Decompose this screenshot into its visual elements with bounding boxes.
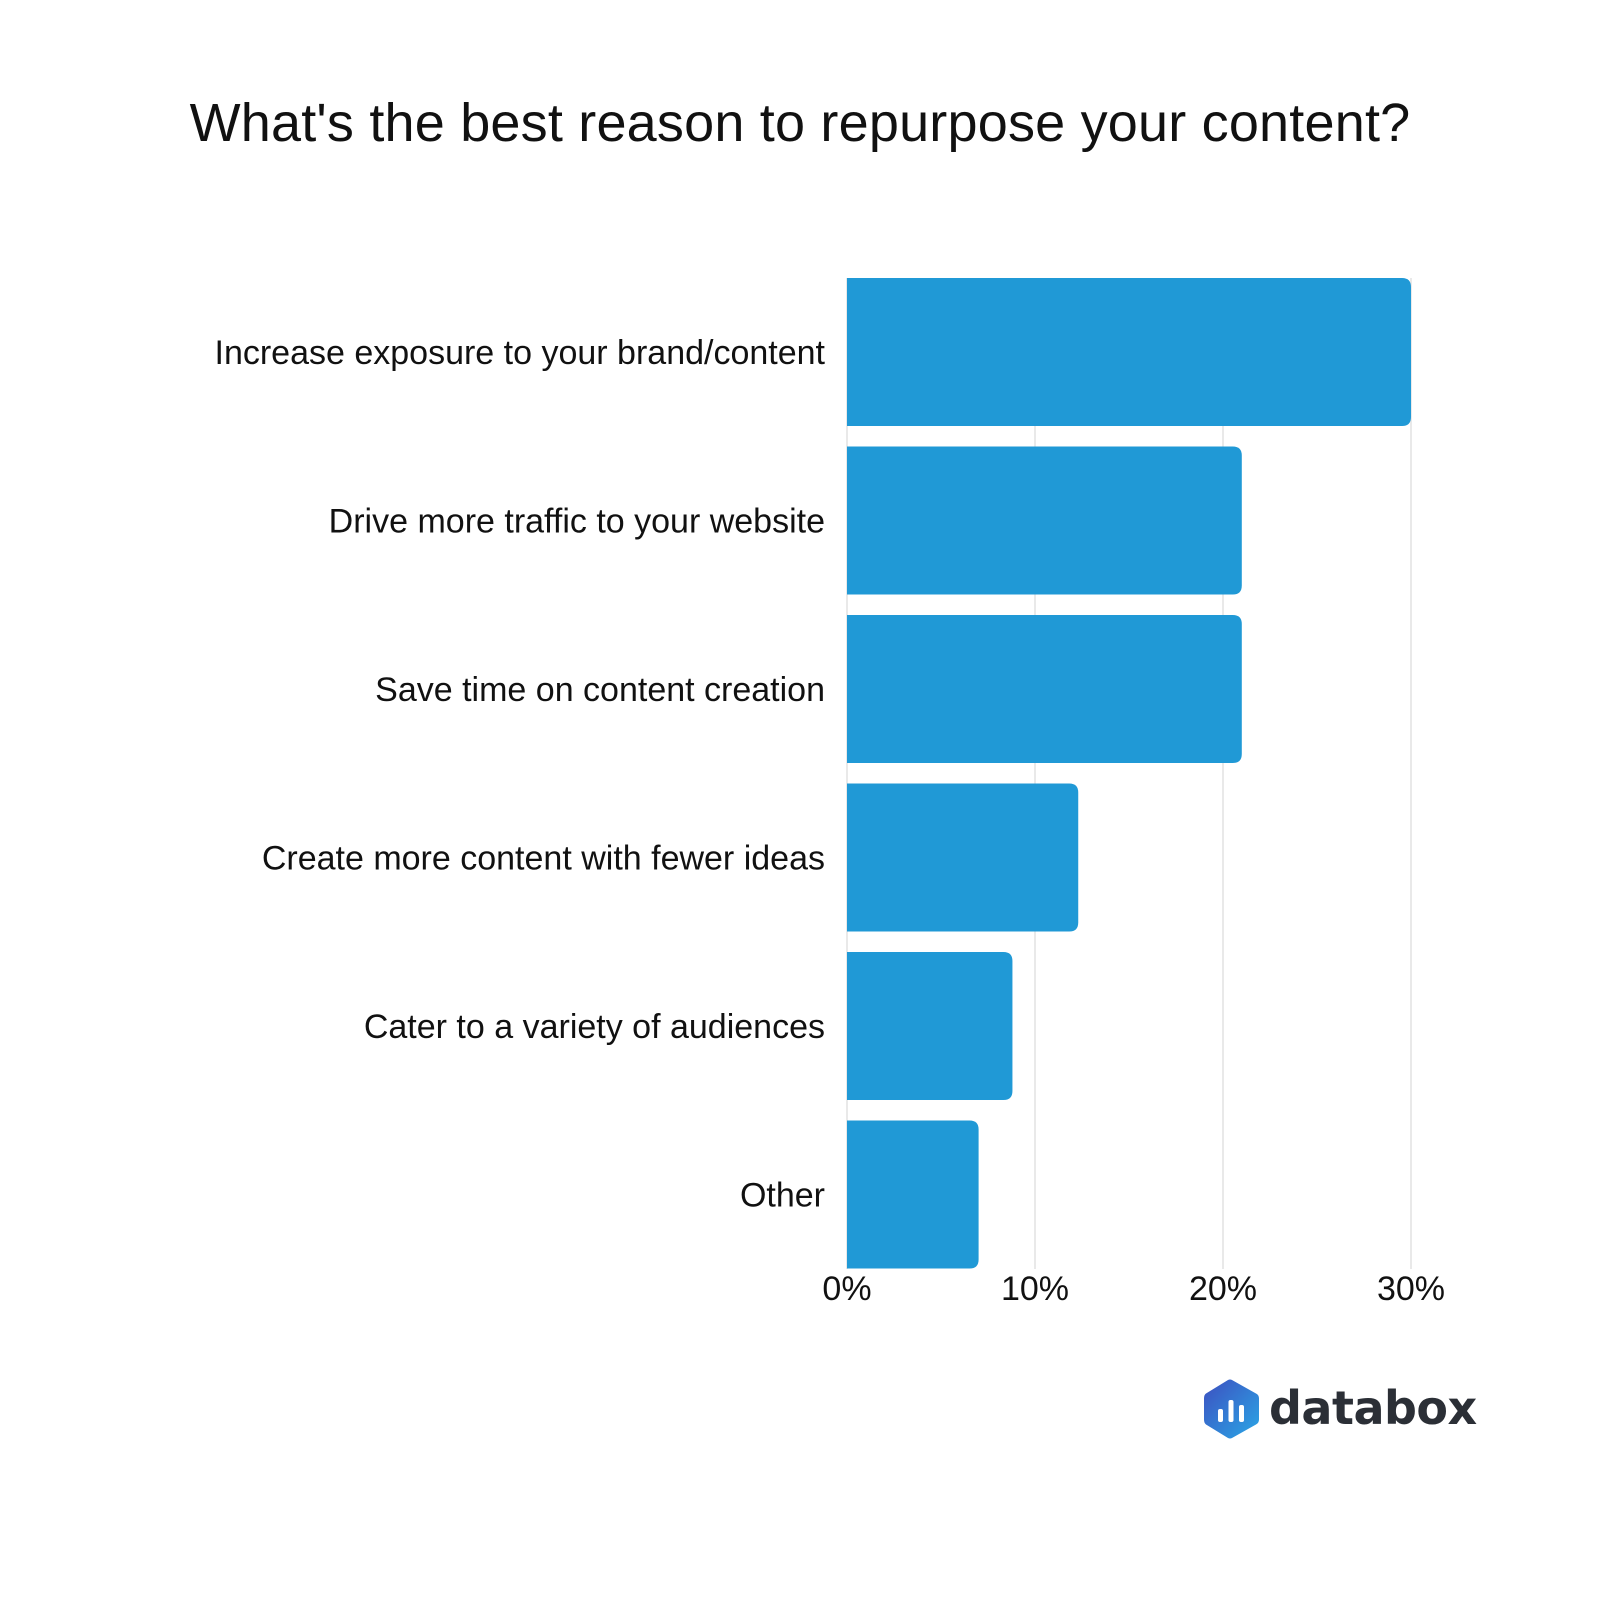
bar [847,1120,979,1269]
gridlines [846,278,1412,1269]
category-label: Save time on content creation [375,671,825,709]
bar [847,278,1411,426]
chart-title: What's the best reason to repurpose your… [189,93,1411,153]
category-label: Other [740,1177,825,1215]
category-label: Increase exposure to your brand/content [215,334,826,372]
logo-wordmark: databox [1269,1381,1477,1435]
category-labels: Increase exposure to your brand/content D… [215,334,826,1215]
bar [847,615,1242,763]
category-label: Cater to a variety of audiences [364,1008,825,1046]
x-axis-ticks: 0% 10% 20% 30% [822,1270,1445,1308]
bar [847,952,1013,1100]
x-tick-label: 30% [1377,1270,1445,1308]
category-label: Drive more traffic to your website [329,503,825,541]
x-tick-label: 10% [1001,1270,1069,1308]
x-tick-label: 20% [1189,1270,1257,1308]
bar [847,446,1242,595]
databox-hexagon-bars-icon [1204,1379,1259,1439]
bars [847,278,1411,1269]
databox-logo: databox [1203,1378,1477,1442]
bar [847,783,1079,932]
category-label: Create more content with fewer ideas [262,840,825,878]
x-tick-label: 0% [822,1270,871,1308]
